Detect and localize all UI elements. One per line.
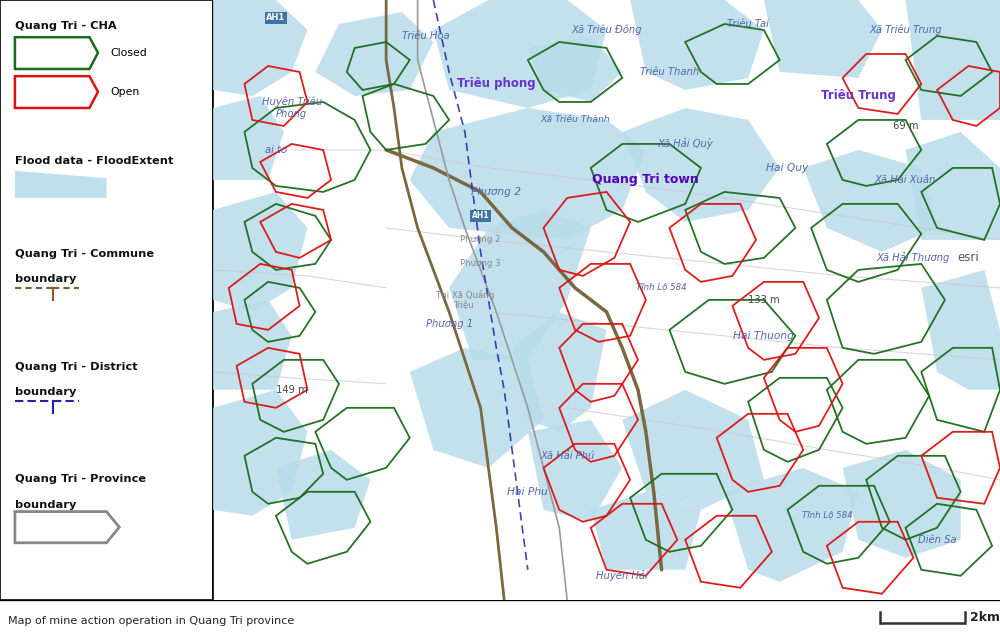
Polygon shape (591, 492, 701, 570)
Text: Triêu Trung: Triêu Trung (821, 90, 896, 102)
Text: Closed: Closed (111, 48, 148, 58)
Text: Xã Triêu Trung: Xã Triêu Trung (869, 25, 942, 35)
Polygon shape (433, 0, 606, 108)
Text: Phương 2: Phương 2 (471, 187, 521, 197)
Text: Xã Hải Quỳ: Xã Hải Quỳ (657, 139, 713, 149)
Text: Thị Xã Quảng
Triệu: Thị Xã Quảng Triệu (436, 290, 494, 310)
Polygon shape (843, 450, 961, 558)
Polygon shape (622, 390, 764, 510)
Text: Diên Sa: Diên Sa (918, 535, 956, 545)
Text: AH1: AH1 (266, 13, 286, 22)
Text: Triêu Hoa: Triêu Hoa (402, 31, 449, 41)
Text: boundary: boundary (15, 500, 76, 509)
Text: Quang Tri - Commune: Quang Tri - Commune (15, 249, 154, 259)
Text: Xã Hải Thương: Xã Hải Thương (877, 252, 950, 263)
Text: Xã Triêu Thành: Xã Triêu Thành (540, 116, 610, 125)
Polygon shape (528, 36, 622, 102)
Polygon shape (213, 0, 307, 96)
Polygon shape (764, 0, 882, 78)
Polygon shape (213, 192, 307, 312)
Text: Tĩnh Lộ 584: Tĩnh Lộ 584 (636, 284, 687, 293)
Text: 69 m: 69 m (893, 121, 918, 131)
Polygon shape (449, 210, 591, 360)
Text: Triêu Thanh: Triêu Thanh (640, 67, 699, 77)
Text: Tĩnh Lộ 584: Tĩnh Lộ 584 (802, 511, 852, 520)
Text: boundary: boundary (15, 274, 76, 284)
Text: Huyên Hải: Huyên Hải (596, 570, 648, 581)
Text: Flood data - FloodExtent: Flood data - FloodExtent (15, 156, 173, 166)
Polygon shape (213, 96, 284, 180)
Polygon shape (315, 12, 433, 96)
Polygon shape (410, 108, 646, 240)
Text: Hai Phu: Hai Phu (507, 487, 548, 497)
Polygon shape (512, 312, 606, 432)
Text: Xã Triêu Đông: Xã Triêu Đông (571, 25, 642, 35)
Text: Xã Hải Xuân: Xã Hải Xuân (875, 175, 936, 185)
Polygon shape (906, 132, 1000, 240)
Text: Open: Open (111, 86, 140, 97)
Text: Xã Hải Phú: Xã Hải Phú (540, 451, 594, 461)
Text: Hai Thuong: Hai Thuong (733, 331, 794, 341)
Text: Triêu phong: Triêu phong (457, 78, 536, 90)
Text: 149 m: 149 m (276, 385, 308, 395)
Text: Phương 3: Phương 3 (460, 259, 501, 268)
Text: boundary: boundary (15, 387, 76, 397)
Polygon shape (276, 450, 370, 540)
Text: Quang Tri - District: Quang Tri - District (15, 362, 138, 371)
Text: Hai Quy: Hai Quy (766, 163, 809, 173)
Text: Huyên Triêu
Phong: Huyên Triêu Phong (262, 97, 322, 119)
Text: Quang Tri - CHA: Quang Tri - CHA (15, 21, 117, 31)
Polygon shape (630, 0, 764, 90)
Polygon shape (213, 300, 292, 390)
Polygon shape (528, 420, 622, 522)
Polygon shape (410, 348, 544, 468)
Text: Triêu Tai: Triêu Tai (727, 19, 769, 29)
Text: Quang Tri - Province: Quang Tri - Province (15, 474, 146, 485)
Text: Phương 1: Phương 1 (426, 319, 473, 329)
Polygon shape (622, 108, 780, 222)
Polygon shape (213, 390, 307, 516)
Text: Phương 2: Phương 2 (460, 235, 501, 244)
Text: ai to: ai to (265, 145, 287, 155)
Polygon shape (725, 468, 858, 582)
Text: AH1: AH1 (472, 211, 489, 221)
Polygon shape (906, 0, 1000, 120)
Polygon shape (803, 150, 937, 252)
Text: Map of mine action operation in Quang Tri province: Map of mine action operation in Quang Tr… (8, 616, 294, 626)
Polygon shape (921, 270, 1000, 390)
Text: Quang Tri town: Quang Tri town (592, 174, 699, 186)
Text: esri: esri (958, 251, 979, 265)
Text: 2km: 2km (970, 611, 1000, 625)
Polygon shape (15, 171, 106, 198)
Text: 133 m: 133 m (748, 295, 780, 305)
